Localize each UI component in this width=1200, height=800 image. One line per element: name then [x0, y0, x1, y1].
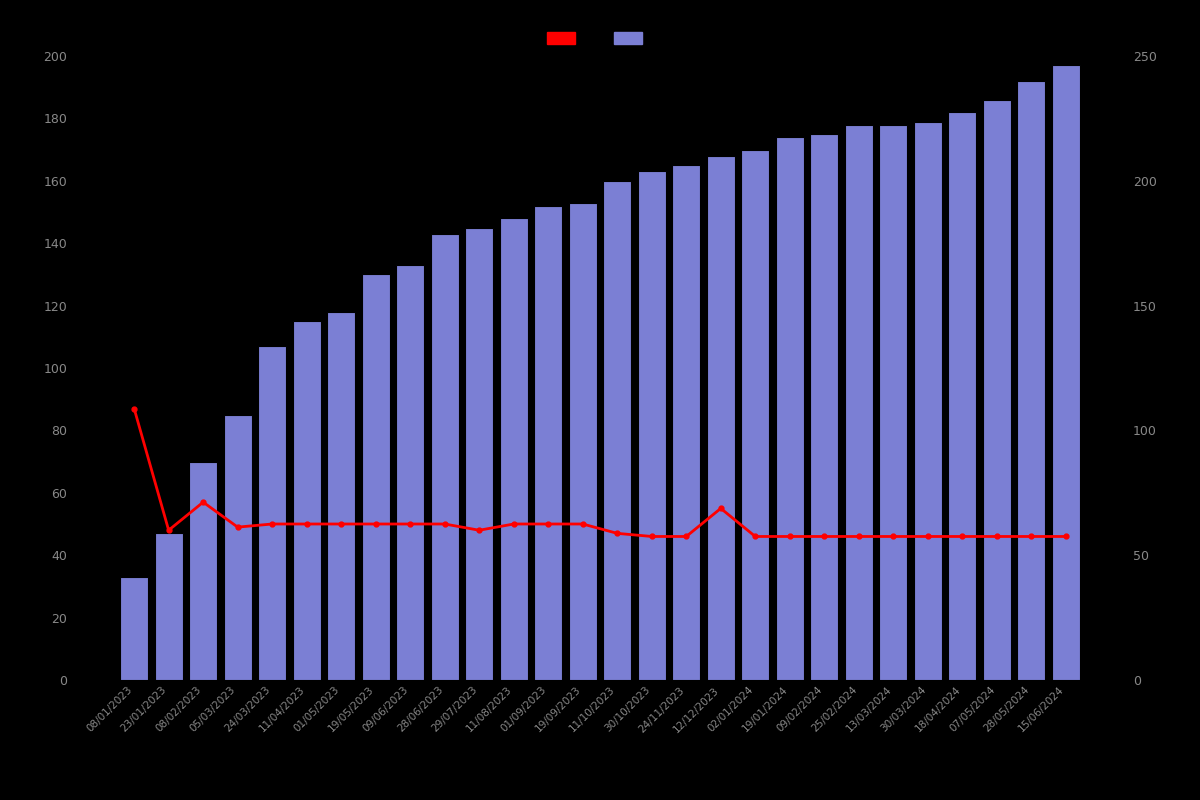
Bar: [293, 321, 320, 680]
Bar: [983, 100, 1010, 680]
Bar: [431, 234, 458, 680]
Bar: [845, 125, 872, 680]
Bar: [466, 227, 493, 680]
Bar: [672, 165, 701, 680]
Bar: [534, 206, 563, 680]
Bar: [1051, 66, 1080, 680]
Bar: [948, 112, 977, 680]
Bar: [120, 577, 149, 680]
Legend: , : ,: [547, 32, 653, 46]
Bar: [258, 346, 287, 680]
Bar: [637, 171, 666, 680]
Bar: [775, 137, 804, 680]
Bar: [190, 462, 217, 680]
Bar: [1018, 81, 1045, 680]
Bar: [328, 312, 355, 680]
Bar: [880, 125, 907, 680]
Bar: [569, 202, 596, 680]
Bar: [396, 265, 425, 680]
Bar: [499, 218, 528, 680]
Bar: [913, 122, 942, 680]
Bar: [707, 156, 734, 680]
Bar: [223, 414, 252, 680]
Bar: [810, 134, 839, 680]
Bar: [155, 534, 182, 680]
Bar: [742, 150, 769, 680]
Bar: [361, 274, 390, 680]
Bar: [604, 181, 631, 680]
